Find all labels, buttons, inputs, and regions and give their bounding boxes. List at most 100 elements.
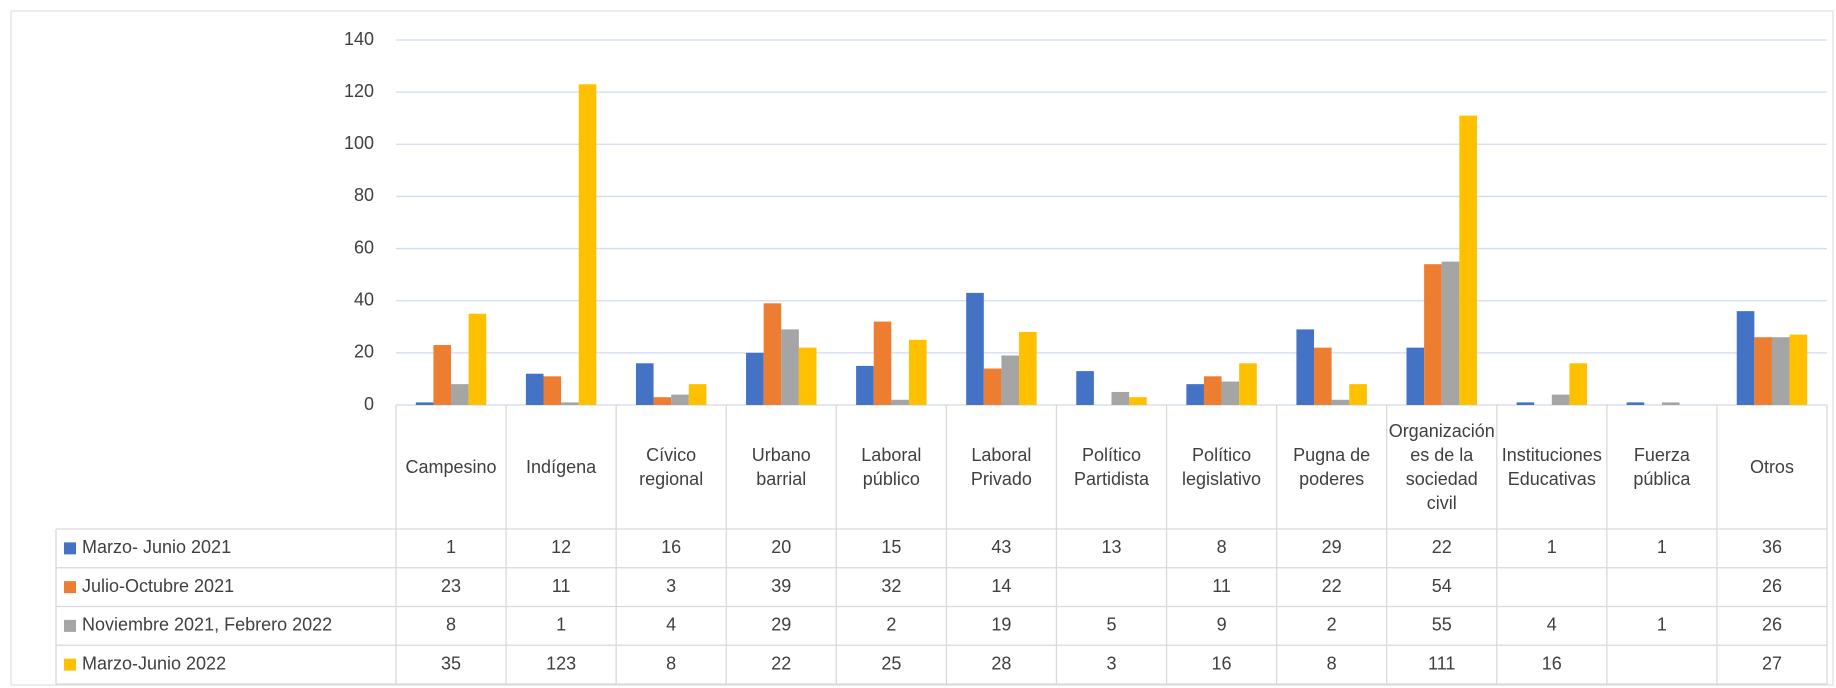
bar — [468, 313, 487, 405]
table-value: 16 — [1212, 653, 1232, 673]
x-tick-label: Político Partidista — [1073, 445, 1149, 489]
table-value: 8 — [446, 615, 456, 635]
table-value: 29 — [771, 615, 791, 635]
table-value: 11 — [1212, 576, 1231, 596]
table-value: 4 — [1547, 615, 1557, 635]
bar — [1001, 355, 1020, 405]
category-cell: Cívico regional — [639, 445, 704, 489]
table-value: 25 — [881, 653, 901, 673]
table-value: 32 — [881, 576, 901, 596]
x-tick-label: Fuerza pública — [1633, 445, 1691, 489]
category-cell: Laboral público — [861, 445, 921, 489]
legend-label: Julio-Octubre 2021 — [82, 576, 234, 596]
chart-frame — [10, 10, 1834, 686]
bar — [781, 329, 799, 405]
bar — [635, 363, 654, 405]
bar — [763, 303, 782, 405]
table-value: 28 — [991, 653, 1011, 673]
x-tick-label: Indígena — [526, 457, 597, 477]
bar — [1789, 334, 1808, 405]
y-tick-label: 120 — [344, 81, 374, 101]
table-value: 55 — [1432, 615, 1452, 635]
table-value: 3 — [1106, 653, 1116, 673]
category-cell: Político legislativo — [1182, 445, 1261, 489]
table-value: 14 — [991, 576, 1011, 596]
bar — [1424, 264, 1442, 405]
table-value: 1 — [1657, 537, 1667, 557]
table-value: 26 — [1762, 576, 1782, 596]
bar — [983, 368, 1002, 405]
x-tick-label: Campesino — [405, 457, 497, 477]
table-value: 16 — [661, 537, 681, 557]
table-value: 35 — [441, 653, 461, 673]
legend-label: Noviembre 2021, Febrero 2022 — [82, 615, 332, 635]
table-value: 1 — [446, 537, 456, 557]
table-value: 22 — [1322, 576, 1342, 596]
table-value: 19 — [991, 615, 1011, 635]
bar — [1349, 384, 1367, 405]
bar — [1239, 363, 1257, 405]
table-value: 5 — [1106, 615, 1116, 635]
bar — [1296, 329, 1315, 405]
bar — [798, 347, 817, 405]
table-value: 22 — [771, 653, 791, 673]
bar — [1459, 115, 1477, 405]
x-tick-label: Otros — [1749, 457, 1794, 477]
category-cell: Organizaciónes de la sociedad civil — [1388, 421, 1495, 513]
bar — [1754, 337, 1772, 405]
legend-label: Marzo-Junio 2022 — [82, 653, 226, 673]
bar — [1551, 394, 1570, 405]
x-tick-label: Organizaciónes de la sociedad civil — [1388, 421, 1495, 513]
bar — [1736, 311, 1755, 405]
table-value: 9 — [1217, 615, 1227, 635]
legend-swatch — [64, 658, 76, 671]
table-value: 11 — [552, 576, 571, 596]
x-tick-label: Laboral Privado — [970, 445, 1032, 489]
category-cell: Instituciones Educativas — [1501, 445, 1602, 489]
table-value: 23 — [441, 576, 461, 596]
bar — [1516, 402, 1535, 405]
bar — [688, 384, 707, 405]
category-cell: Político Partidista — [1073, 445, 1149, 489]
bar — [1331, 399, 1350, 405]
category-cell: Laboral Privado — [970, 445, 1032, 489]
table-value: 29 — [1322, 537, 1342, 557]
y-tick-label: 80 — [354, 185, 374, 205]
bar — [1441, 261, 1460, 405]
x-tick-label: Instituciones Educativas — [1501, 445, 1602, 489]
x-tick-label: Urbano barrial — [751, 445, 811, 489]
table-value: 8 — [1327, 653, 1337, 673]
bar — [908, 339, 927, 405]
category-cell: Fuerza pública — [1633, 445, 1691, 489]
bar — [671, 394, 689, 405]
bar — [891, 399, 909, 405]
table-value: 27 — [1762, 653, 1782, 673]
bar — [1076, 371, 1094, 405]
bar — [856, 365, 874, 405]
legend-swatch — [64, 581, 76, 594]
table-value: 2 — [886, 615, 896, 635]
table-value: 8 — [666, 653, 676, 673]
bar — [966, 292, 984, 405]
bar — [1203, 376, 1222, 405]
y-tick-label: 20 — [354, 342, 374, 362]
bar — [415, 402, 434, 405]
table-value: 20 — [771, 537, 791, 557]
bar — [1314, 347, 1332, 405]
bar — [543, 376, 562, 405]
bar — [561, 402, 579, 405]
table-value: 4 — [666, 615, 676, 635]
table-value: 13 — [1101, 537, 1121, 557]
category-cell: Otros — [1749, 457, 1794, 477]
table-value: 1 — [556, 615, 566, 635]
y-tick-label: 40 — [354, 289, 374, 309]
bar — [1569, 363, 1588, 405]
bar — [1129, 397, 1147, 405]
x-tick-label: Cívico regional — [639, 445, 704, 489]
y-tick-label: 100 — [344, 133, 374, 153]
table-value: 43 — [991, 537, 1011, 557]
bar — [1661, 402, 1680, 405]
bar — [1186, 384, 1204, 405]
table-value: 3 — [666, 576, 676, 596]
